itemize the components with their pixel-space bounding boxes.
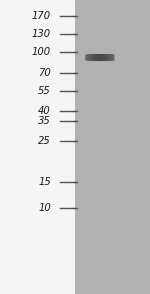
Text: 35: 35 (38, 116, 51, 126)
Text: 55: 55 (38, 86, 51, 96)
Text: 15: 15 (38, 177, 51, 187)
Bar (75, 0, 150, 294)
Bar (0, 0, 75, 294)
Text: 25: 25 (38, 136, 51, 146)
Text: 70: 70 (38, 68, 51, 78)
Text: 170: 170 (32, 11, 51, 21)
Text: 40: 40 (38, 106, 51, 116)
Text: 100: 100 (32, 47, 51, 57)
Bar (85, 55, 114, 60)
Text: 130: 130 (32, 29, 51, 39)
Text: 10: 10 (38, 203, 51, 213)
